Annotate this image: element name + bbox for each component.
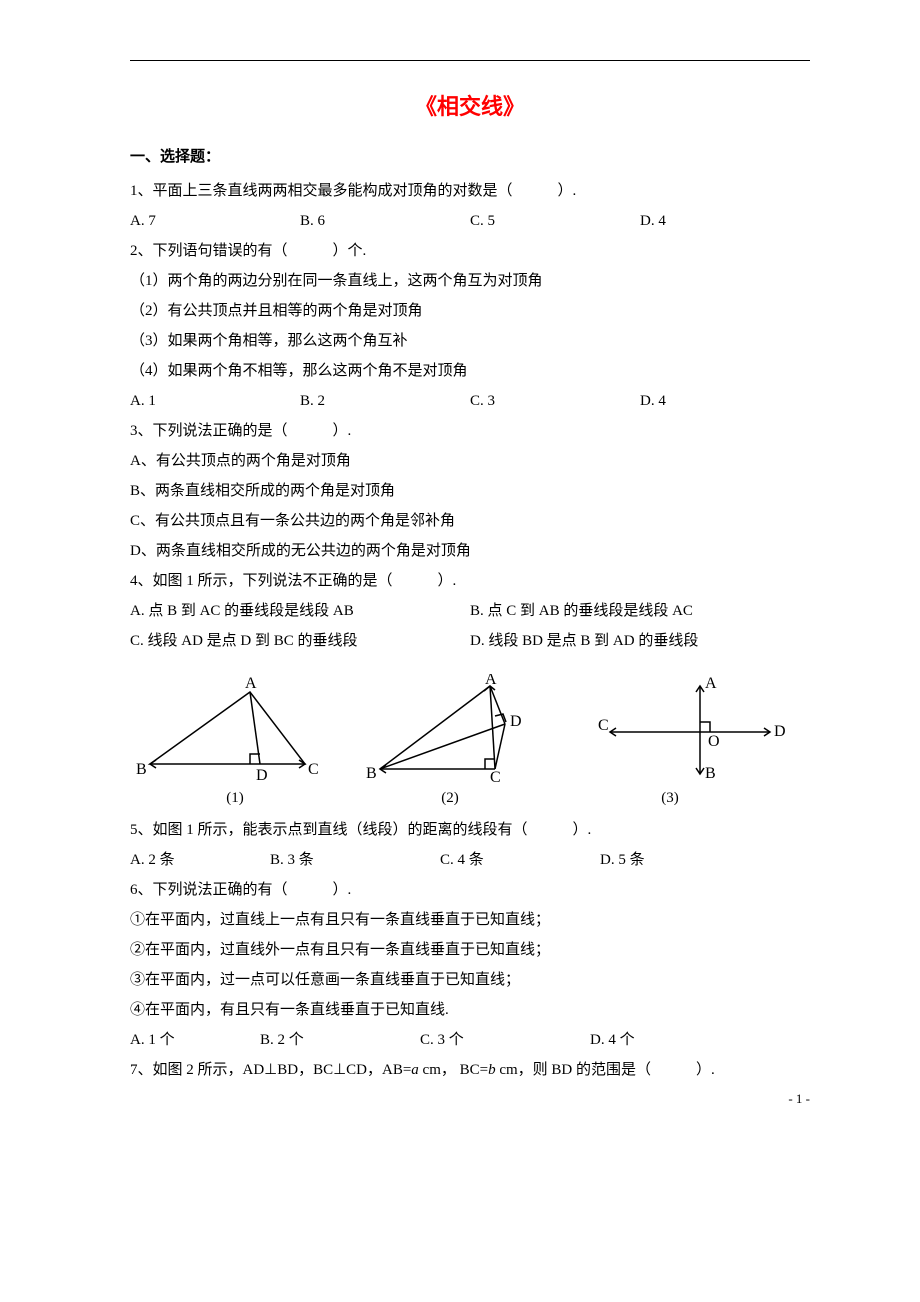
q1-options: A. 7 B. 6 C. 5 D. 4 (130, 206, 810, 236)
svg-text:A: A (485, 674, 497, 688)
q7-mid: cm， BC= (419, 1062, 488, 1078)
top-rule (130, 60, 810, 61)
fig3-label: (3) (560, 790, 780, 807)
q2-sub3: （3）如果两个角相等，那么这两个角互补 (130, 326, 810, 356)
q5-opt-b: B. 3 条 (270, 845, 440, 875)
q6-stem: 6、下列说法正确的有（ ）. (130, 875, 810, 905)
q3-opt-a: A、有公共顶点的两个角是对顶角 (130, 446, 810, 476)
q1-stem: 1、平面上三条直线两两相交最多能构成对顶角的对数是（ ）. (130, 176, 810, 206)
svg-text:A: A (245, 675, 257, 692)
q2-opt-d: D. 4 (640, 386, 666, 416)
q6-opt-c: C. 3 个 (420, 1025, 590, 1055)
page-number: - 1 - (788, 1091, 810, 1107)
q4-row1: A. 点 B 到 AC 的垂线段是线段 AB B. 点 C 到 AB 的垂线段是… (130, 596, 810, 626)
q7-prefix: 7、如图 2 所示，AD⊥BD，BC⊥CD，AB= (130, 1062, 411, 1078)
figure-2: A B C D (360, 674, 560, 784)
fig2-label: (2) (340, 790, 560, 807)
q3-stem: 3、下列说法正确的是（ ）. (130, 416, 810, 446)
q1-opt-d: D. 4 (640, 206, 666, 236)
q3-opt-c: C、有公共顶点且有一条公共边的两个角是邻补角 (130, 506, 810, 536)
q2-sub2: （2）有公共顶点并且相等的两个角是对顶角 (130, 296, 810, 326)
q2-sub4: （4）如果两个角不相等，那么这两个角不是对顶角 (130, 356, 810, 386)
q6-sub2: ②在平面内，过直线外一点有且只有一条直线垂直于已知直线； (130, 935, 810, 965)
q6-sub3: ③在平面内，过一点可以任意画一条直线垂直于已知直线； (130, 965, 810, 995)
svg-text:C: C (490, 769, 501, 784)
q1-opt-a: A. 7 (130, 206, 300, 236)
q4-row2: C. 线段 AD 是点 D 到 BC 的垂线段 D. 线段 BD 是点 B 到 … (130, 626, 810, 656)
q7-suffix: cm，则 BD 的范围是（ ）. (496, 1062, 715, 1078)
figure-3: A B C D O (590, 674, 790, 784)
svg-text:C: C (598, 717, 609, 734)
svg-text:B: B (705, 765, 716, 782)
q6-sub4: ④在平面内，有且只有一条直线垂直于已知直线. (130, 995, 810, 1025)
q5-opt-a: A. 2 条 (130, 845, 270, 875)
figure-1: A B C D (130, 674, 340, 784)
q2-opt-b: B. 2 (300, 386, 470, 416)
q3-opt-d: D、两条直线相交所成的无公共边的两个角是对顶角 (130, 536, 810, 566)
q5-opt-d: D. 5 条 (600, 845, 645, 875)
q6-options: A. 1 个 B. 2 个 C. 3 个 D. 4 个 (130, 1025, 810, 1055)
section-heading-1: 一、选择题： (130, 145, 810, 166)
svg-text:A: A (705, 675, 717, 692)
q6-opt-b: B. 2 个 (260, 1025, 420, 1055)
q4-opt-b: B. 点 C 到 AB 的垂线段是线段 AC (470, 596, 693, 626)
q4-opt-d: D. 线段 BD 是点 B 到 AD 的垂线段 (470, 626, 698, 656)
q2-options: A. 1 B. 2 C. 3 D. 4 (130, 386, 810, 416)
page-title: 《相交线》 (130, 89, 810, 121)
figure-labels: (1) (2) (3) (130, 790, 810, 807)
svg-text:D: D (256, 767, 268, 784)
q2-sub1: （1）两个角的两边分别在同一条直线上，这两个角互为对顶角 (130, 266, 810, 296)
q5-options: A. 2 条 B. 3 条 C. 4 条 D. 5 条 (130, 845, 810, 875)
q4-opt-a: A. 点 B 到 AC 的垂线段是线段 AB (130, 596, 470, 626)
svg-text:D: D (510, 713, 522, 730)
q5-opt-c: C. 4 条 (440, 845, 600, 875)
q4-stem: 4、如图 1 所示，下列说法不正确的是（ ）. (130, 566, 810, 596)
svg-text:O: O (708, 733, 720, 750)
fig1-label: (1) (130, 790, 340, 807)
q7-var-a: a (411, 1062, 419, 1078)
q6-sub1: ①在平面内，过直线上一点有且只有一条直线垂直于已知直线； (130, 905, 810, 935)
svg-text:B: B (366, 765, 377, 782)
q2-opt-a: A. 1 (130, 386, 300, 416)
q6-opt-d: D. 4 个 (590, 1025, 635, 1055)
q3-opt-b: B、两条直线相交所成的两个角是对顶角 (130, 476, 810, 506)
q1-opt-b: B. 6 (300, 206, 470, 236)
q6-opt-a: A. 1 个 (130, 1025, 260, 1055)
q7-stem: 7、如图 2 所示，AD⊥BD，BC⊥CD，AB=a cm， BC=b cm，则… (130, 1055, 810, 1085)
svg-text:B: B (136, 761, 147, 778)
svg-text:C: C (308, 761, 319, 778)
q2-opt-c: C. 3 (470, 386, 640, 416)
q5-stem: 5、如图 1 所示，能表示点到直线（线段）的距离的线段有（ ）. (130, 815, 810, 845)
figures-row: A B C D (130, 674, 810, 784)
q4-opt-c: C. 线段 AD 是点 D 到 BC 的垂线段 (130, 626, 470, 656)
svg-text:D: D (774, 723, 786, 740)
q2-stem: 2、下列语句错误的有（ ）个. (130, 236, 810, 266)
q7-var-b: b (488, 1062, 496, 1078)
q1-opt-c: C. 5 (470, 206, 640, 236)
